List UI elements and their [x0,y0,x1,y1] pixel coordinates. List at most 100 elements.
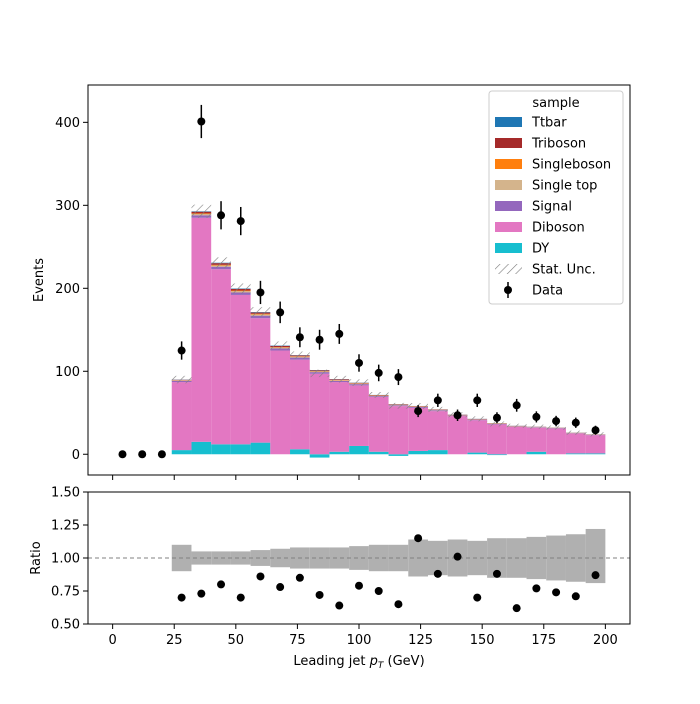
bar-diboson-6 [231,295,251,444]
data-point-9 [296,333,304,341]
stat-unc-21 [527,425,547,429]
ratio-band-7 [251,550,271,566]
legend-swatch [495,222,522,232]
stat-unc-10 [310,370,330,377]
data-point-19 [493,414,501,422]
main-ytick-label-2: 200 [55,282,80,297]
data-point-2 [158,450,166,458]
legend-label: Triboson [531,137,586,152]
ratio-point-15 [473,594,481,602]
legend-marker-dot [504,286,512,294]
ratio-point-4 [256,572,264,580]
data-point-22 [552,417,560,425]
ratio-y-axis-label: Ratio [29,541,44,574]
legend-label: Stat. Unc. [532,263,596,278]
stat-unc-23 [566,431,586,435]
bar-dy-24 [586,453,606,454]
data-point-1 [138,450,146,458]
legend-title: sample [532,96,579,111]
data-point-7 [256,288,264,296]
bar-diboson-11 [329,382,349,452]
bar-diboson-14 [389,406,409,454]
bar-dy-21 [527,452,547,454]
main-x-ticks [113,475,606,480]
data-point-11 [335,330,343,338]
ratio-point-19 [552,588,560,596]
ratio-band-12 [349,546,369,570]
bar-diboson-19 [487,424,507,454]
data-point-10 [316,336,324,344]
ratio-point-17 [513,604,521,612]
main-ytick-label-3: 300 [55,199,80,214]
data-point-4 [197,118,205,126]
ratio-ytick-label-0: 0.50 [51,618,80,633]
ratio-point-10 [375,587,383,595]
legend-swatch [495,201,522,211]
legend-label: Singleboson [532,158,611,173]
ratio-ytick-label-4: 1.50 [51,486,80,501]
ratio-unc-band [172,529,606,583]
bar-dy-13 [369,452,389,454]
ratio-point-5 [276,583,284,591]
bar-diboson-12 [349,385,369,446]
stat-unc-18 [467,416,487,421]
xtick-label-2: 50 [228,633,245,648]
bar-diboson-7 [251,318,271,442]
bar-diboson-5 [211,269,231,444]
stat-unc-9 [290,351,310,358]
legend-label: DY [532,242,549,257]
bar-dy-5 [211,444,231,454]
ratio-point-21 [592,571,600,579]
stat-unc-20 [507,424,527,428]
legend-label: Signal [532,200,572,215]
ratio-band-6 [231,551,251,564]
ratio-point-13 [434,570,442,578]
xtick-label-5: 125 [408,633,433,648]
data-point-20 [513,401,521,409]
bar-dy-4 [191,442,211,454]
ratio-ytick-label-3: 1.25 [51,519,80,534]
ratio-point-1 [197,590,205,598]
stat-unc-11 [329,376,349,383]
legend-swatch [495,243,522,253]
stat-unc-3 [172,376,192,383]
stat-unc-8 [270,341,290,349]
legend-label: Diboson [532,221,585,236]
ratio-band-22 [546,536,566,581]
data-point-13 [375,369,383,377]
bar-diboson-13 [369,397,389,452]
bar-dy-11 [329,452,349,454]
stat-unc-13 [369,392,389,398]
stat-unc-16 [428,407,448,412]
stat-unc-5 [211,257,231,268]
ratio-point-20 [572,592,580,600]
ratio-point-16 [493,570,501,578]
bar-dy-7 [251,443,271,455]
bar-dy-14 [389,454,409,456]
legend-swatch [495,117,522,127]
ratio-point-11 [394,600,402,608]
ratio-point-3 [237,594,245,602]
bar-dy-6 [231,444,251,454]
bar-dy-19 [487,454,507,455]
x-axis-label: Leading jet pT (GeV) [293,654,424,671]
ratio-point-7 [316,591,324,599]
data-point-6 [237,217,245,225]
data-point-15 [414,407,422,415]
data-point-3 [178,347,186,355]
bar-dy-15 [408,451,428,454]
bar-diboson-10 [310,374,330,454]
bar-dy-23 [566,453,586,454]
main-ytick-label-4: 400 [55,116,80,131]
data-point-14 [394,373,402,381]
bar-diboson-9 [290,360,310,450]
main-y-axis-label: Events [32,258,47,302]
legend-label: Data [532,284,563,299]
ratio-point-6 [296,574,304,582]
stat-unc-6 [231,283,251,293]
bar-dy-18 [467,453,487,455]
